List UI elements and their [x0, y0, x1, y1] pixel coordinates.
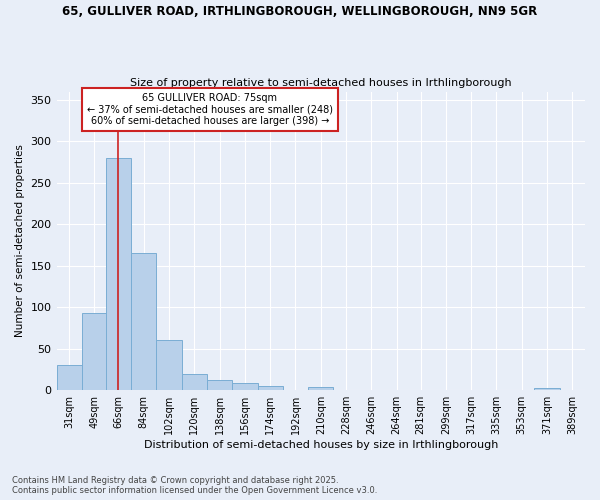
Bar	[308, 387, 334, 390]
Bar	[232, 382, 257, 390]
Text: Contains HM Land Registry data © Crown copyright and database right 2025.
Contai: Contains HM Land Registry data © Crown c…	[12, 476, 377, 495]
Bar	[182, 374, 207, 390]
Bar	[106, 158, 131, 390]
Bar	[82, 313, 107, 390]
Bar	[56, 366, 82, 390]
X-axis label: Distribution of semi-detached houses by size in Irthlingborough: Distribution of semi-detached houses by …	[143, 440, 498, 450]
Bar	[257, 386, 283, 390]
Bar	[131, 254, 157, 390]
Text: 65, GULLIVER ROAD, IRTHLINGBOROUGH, WELLINGBOROUGH, NN9 5GR: 65, GULLIVER ROAD, IRTHLINGBOROUGH, WELL…	[62, 5, 538, 18]
Bar	[157, 340, 182, 390]
Bar	[535, 388, 560, 390]
Title: Size of property relative to semi-detached houses in Irthlingborough: Size of property relative to semi-detach…	[130, 78, 512, 88]
Y-axis label: Number of semi-detached properties: Number of semi-detached properties	[15, 144, 25, 338]
Text: 65 GULLIVER ROAD: 75sqm
← 37% of semi-detached houses are smaller (248)
60% of s: 65 GULLIVER ROAD: 75sqm ← 37% of semi-de…	[87, 93, 333, 126]
Bar	[207, 380, 232, 390]
